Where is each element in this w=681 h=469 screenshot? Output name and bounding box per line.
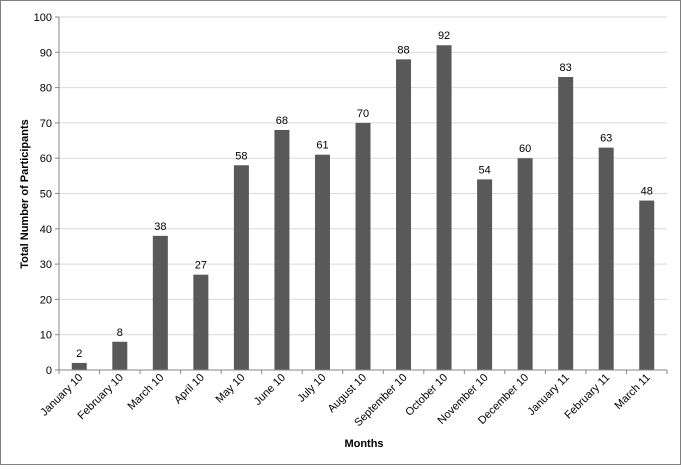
y-tick-label: 20 [40,294,52,306]
x-tick-label: April 10 [172,372,207,407]
bar [112,341,128,370]
data-label: 2 [76,348,82,360]
data-label: 54 [478,164,490,176]
y-tick-label: 50 [40,189,52,201]
y-axis-title: Total Number of Participants [19,119,31,269]
bar [314,154,330,370]
data-label: 63 [600,133,612,145]
x-tick-label: July 10 [295,372,328,405]
y-tick-label: 90 [40,47,52,59]
bar [71,362,87,370]
bar [436,45,452,371]
data-label: 61 [316,140,328,152]
x-tick-label: June 10 [252,372,288,408]
data-label: 60 [519,143,531,155]
y-tick-label: 70 [40,118,52,130]
x-tick-label: May 10 [214,372,248,406]
data-label: 8 [117,327,123,339]
y-tick-label: 40 [40,224,52,236]
bar [558,77,574,370]
bar [193,274,209,370]
bar [598,147,614,370]
y-tick-label: 60 [40,153,52,165]
y-tick-label: 30 [40,259,52,271]
data-label: 83 [560,62,572,74]
bar [233,165,249,370]
data-label: 48 [641,186,653,198]
bar [517,158,533,370]
x-tick-label: March 11 [613,372,653,412]
y-tick-label: 80 [40,83,52,95]
bars [71,45,655,371]
bar [477,179,493,370]
bar [639,200,655,370]
axes [58,17,667,371]
bar [355,122,371,371]
data-labels: 2 8 38 27 58 68 61 70 88 92 54 60 83 63 48 [76,30,653,360]
bar [274,129,290,370]
data-label: 38 [154,221,166,233]
x-axis-title: Months [344,438,383,450]
x-tick-label: August 10 [326,372,370,416]
y-tick-labels: 0 10 20 30 40 50 60 70 80 90 100 [34,12,52,377]
data-label: 27 [195,260,207,272]
y-tick-label: 10 [40,330,52,342]
bar [396,59,412,371]
data-label: 92 [438,30,450,42]
data-label: 70 [357,108,369,120]
y-tick-label: 100 [34,12,52,24]
data-label: 68 [276,115,288,127]
data-label: 88 [397,44,409,56]
y-tick-label: 0 [46,365,52,377]
data-label: 58 [235,150,247,162]
bar [152,235,168,370]
x-tick-label: March 10 [126,372,167,413]
